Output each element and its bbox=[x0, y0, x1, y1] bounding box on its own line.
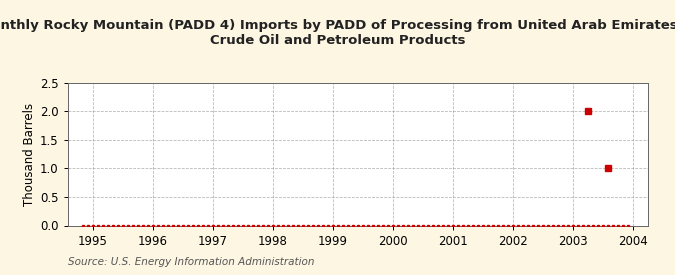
Text: Source: U.S. Energy Information Administration: Source: U.S. Energy Information Administ… bbox=[68, 257, 314, 267]
Y-axis label: Thousand Barrels: Thousand Barrels bbox=[23, 103, 36, 206]
Text: Monthly Rocky Mountain (PADD 4) Imports by PADD of Processing from United Arab E: Monthly Rocky Mountain (PADD 4) Imports … bbox=[0, 19, 675, 47]
